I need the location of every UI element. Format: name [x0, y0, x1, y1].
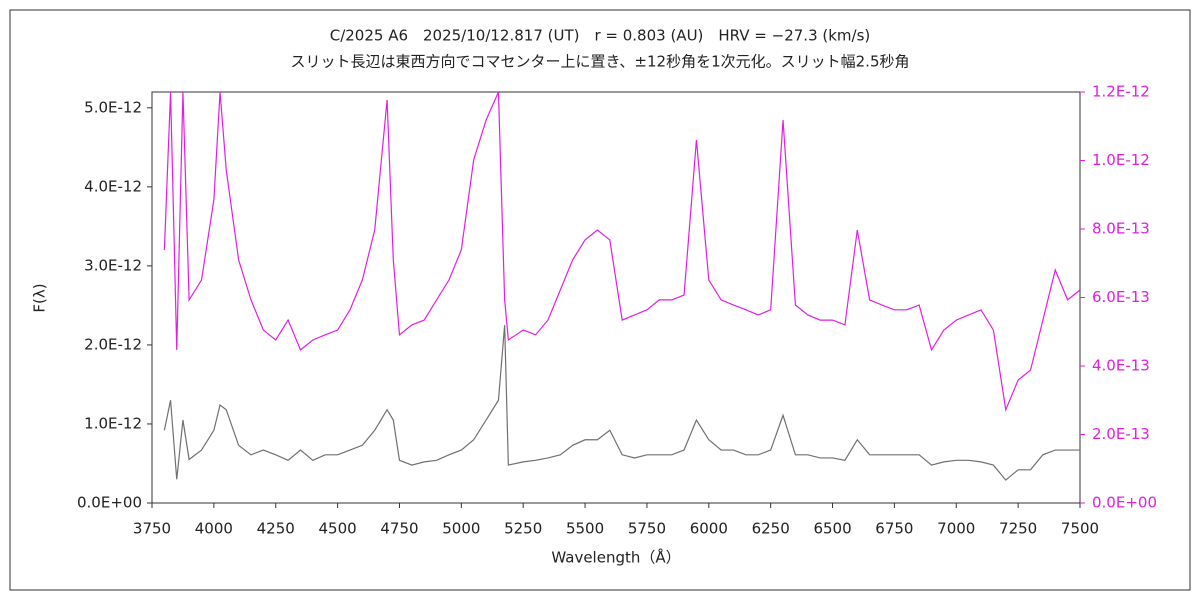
- x-tick-label: 5500: [566, 520, 604, 538]
- y2-tick-label: 4.0E-13: [1092, 357, 1150, 375]
- x-tick-label: 4250: [257, 520, 295, 538]
- y2-tick-label: 1.2E-12: [1092, 83, 1150, 101]
- y-tick-label: 3.0E-12: [84, 256, 142, 274]
- y-tick-label: 0.0E+00: [77, 494, 142, 512]
- y2-tick-label: 2.0E-13: [1092, 425, 1150, 443]
- spectrum-line: [163, 325, 1080, 481]
- y-tick-label: 2.0E-12: [84, 335, 142, 353]
- y2-tick-label: 0.0E+00: [1092, 494, 1157, 512]
- y2-tick-label: 8.0E-13: [1092, 220, 1150, 238]
- x-tick-label: 5250: [504, 520, 542, 538]
- x-tick-label: 4000: [195, 520, 233, 538]
- x-tick-label: 5750: [628, 520, 666, 538]
- y-tick-label: 4.0E-12: [84, 177, 142, 195]
- x-tick-label: 4750: [380, 520, 418, 538]
- x-tick-label: 6500: [813, 520, 851, 538]
- y2-tick-label: 6.0E-13: [1092, 288, 1150, 306]
- chart-subtitle: スリット長辺は東西方向でコマセンター上に置き、±12秒角を1次元化。スリット幅2…: [290, 53, 909, 71]
- y-axis-label: F(λ): [31, 283, 49, 312]
- y-tick-label: 5.0E-12: [84, 98, 142, 116]
- y2-tick-label: 1.0E-12: [1092, 151, 1150, 169]
- x-tick-label: 4500: [319, 520, 357, 538]
- x-tick-label: 7250: [999, 520, 1037, 538]
- x-tick-label: 7500: [1061, 520, 1099, 538]
- x-tick-label: 5000: [442, 520, 480, 538]
- x-tick-label: 6000: [690, 520, 728, 538]
- x-tick-label: 7000: [937, 520, 975, 538]
- x-tick-label: 6250: [752, 520, 790, 538]
- x-tick-label: 3750: [133, 520, 171, 538]
- chart-frame: [9, 9, 1191, 591]
- x-tick-label: 6750: [875, 520, 913, 538]
- y-tick-label: 1.0E-12: [84, 414, 142, 432]
- spectrum-line: [163, 92, 1080, 413]
- x-axis-label: Wavelength（Å）: [551, 548, 680, 567]
- chart-title: C/2025 A6 2025/10/12.817 (UT) r = 0.803 …: [330, 27, 871, 45]
